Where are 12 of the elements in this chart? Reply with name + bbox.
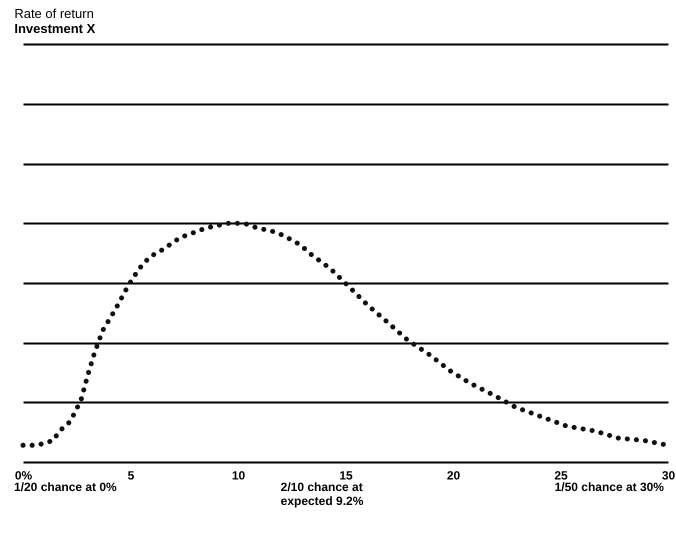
text: 2/10 chance at expected 9.2% — [280, 480, 364, 509]
text: 1/20 chance at 0% — [14, 480, 117, 496]
x-tick-label: 5 — [128, 468, 135, 482]
x-tick-label: 15 — [339, 468, 353, 482]
chart-subtitle: Investment X — [14, 21, 96, 36]
x-tick-label: 30 — [662, 468, 676, 482]
x-tick-label: 25 — [554, 468, 568, 482]
text: 1/50 chance at 30% — [554, 480, 664, 496]
x-tick-label: 0% — [14, 468, 32, 482]
chart-title: Rate of return — [14, 6, 94, 21]
x-tick-label: 10 — [232, 468, 246, 482]
x-tick-label: 20 — [446, 468, 460, 482]
